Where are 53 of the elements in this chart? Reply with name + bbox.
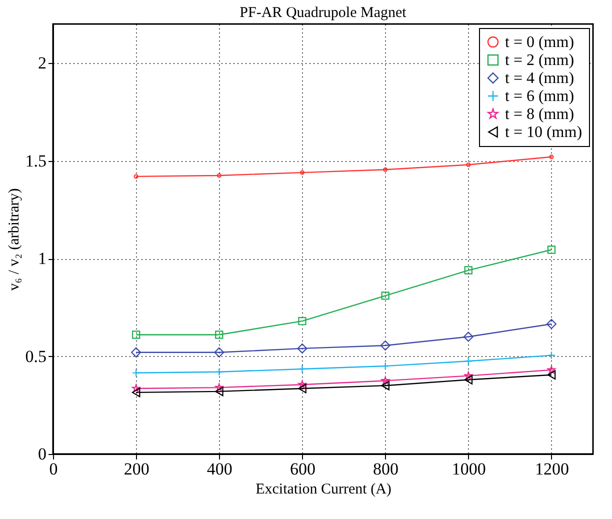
point	[466, 162, 471, 168]
point	[546, 319, 556, 330]
point	[298, 364, 306, 374]
y-tick-label: 0	[38, 444, 46, 464]
point	[214, 386, 224, 396]
point	[547, 370, 556, 380]
point	[298, 384, 306, 394]
point	[381, 376, 390, 384]
point	[381, 362, 390, 370]
point	[547, 246, 556, 254]
point	[464, 357, 472, 366]
point	[297, 343, 308, 354]
point	[215, 330, 224, 339]
point	[383, 167, 388, 172]
y-tick-label: 1.5	[25, 151, 46, 170]
y-tick-label: 2	[38, 54, 46, 73]
x-tick-label: 200	[124, 460, 150, 478]
x-tick-label: 1200	[534, 460, 569, 478]
legend-label: t = 4 (mm)	[505, 70, 574, 87]
point	[215, 383, 224, 392]
legend-label: t = 10 (mm)	[505, 124, 582, 141]
point	[464, 266, 472, 274]
y-axis-title: v₆ / v₂ (arbitrary)	[6, 188, 22, 291]
x-tick-label: 800	[373, 460, 399, 478]
point	[464, 374, 473, 384]
point	[132, 384, 140, 392]
point	[381, 380, 390, 390]
point	[380, 340, 390, 351]
x-axis-title: Excitation Current (A)	[256, 482, 392, 498]
point	[298, 317, 306, 326]
legend-label: t = 2 (mm)	[505, 52, 574, 69]
x-tick-label: 400	[206, 460, 232, 478]
legend-label: t = 8 (mm)	[505, 106, 574, 123]
point	[547, 366, 556, 374]
point	[216, 173, 222, 178]
y-tick-label: 0.5	[25, 346, 46, 366]
point	[132, 330, 140, 339]
chart-title: PF-AR Quadrupole Magnet	[240, 5, 408, 21]
point	[381, 292, 390, 300]
point	[463, 332, 474, 342]
point	[132, 368, 140, 377]
y-tick-label: 1	[38, 249, 46, 268]
point	[547, 351, 556, 360]
x-tick-label: 600	[290, 460, 316, 478]
point	[214, 347, 224, 358]
point	[300, 170, 305, 175]
x-tick-label: 1000	[452, 460, 486, 478]
point	[298, 380, 306, 388]
point	[132, 388, 140, 398]
point	[131, 347, 142, 358]
legend-label: t = 0 (mm)	[505, 34, 574, 51]
point	[215, 368, 224, 376]
legend-label: t = 6 (mm)	[505, 88, 574, 105]
